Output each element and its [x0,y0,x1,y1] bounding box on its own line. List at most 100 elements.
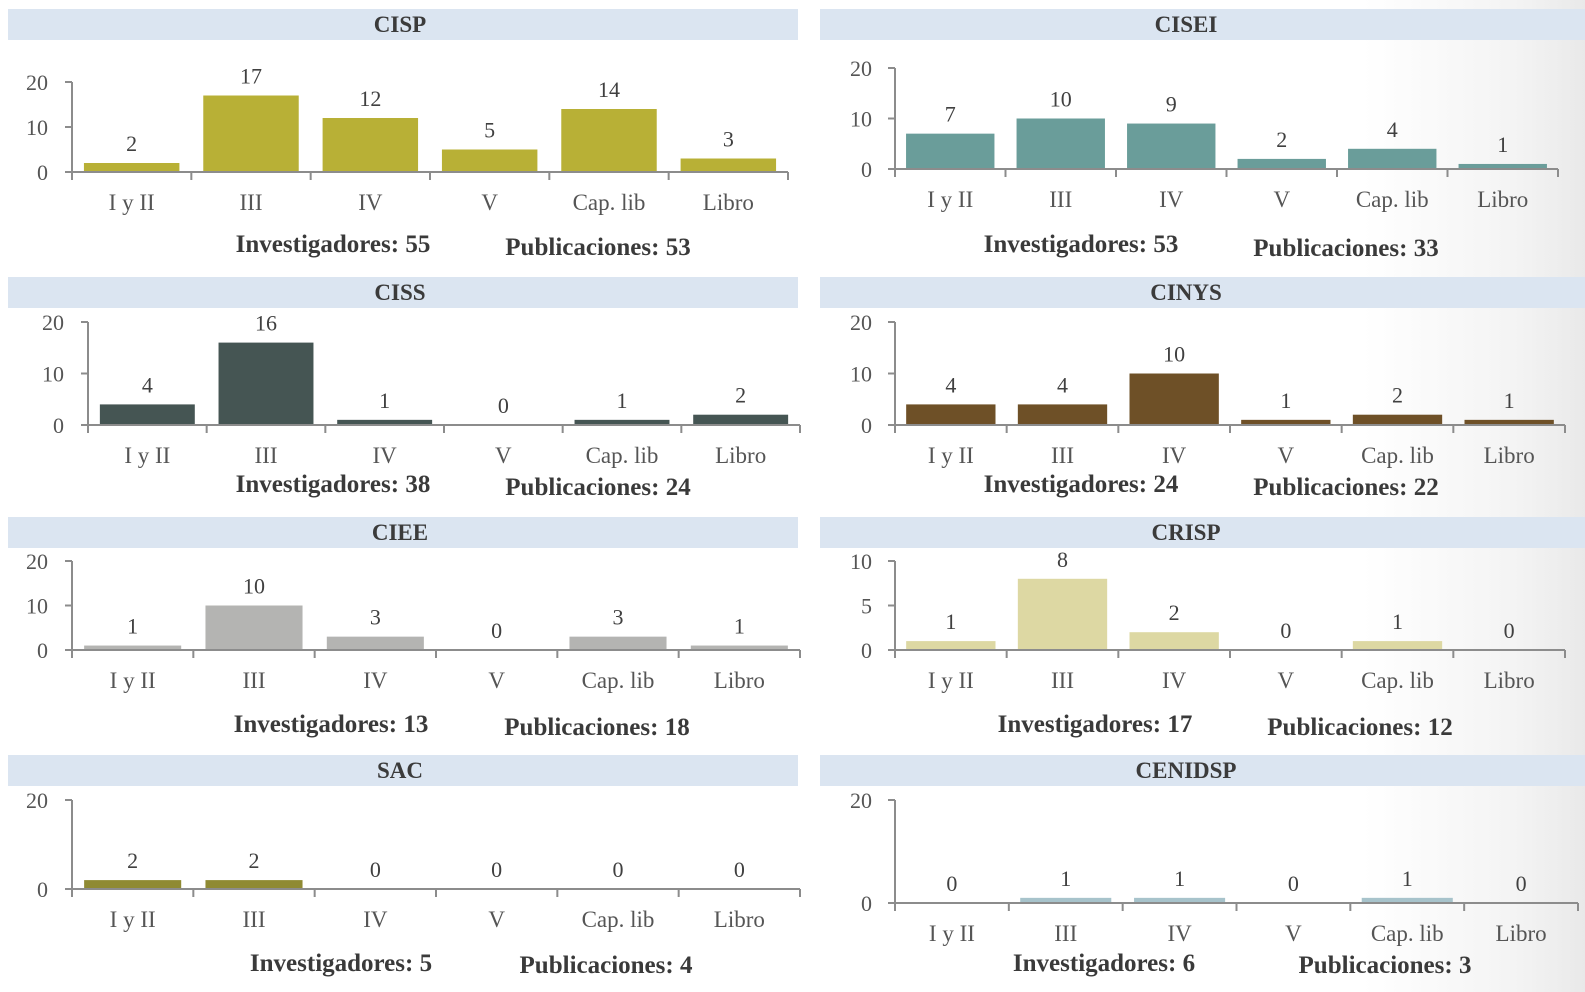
stats-publicaciones: Publicaciones: 4 [519,952,693,979]
x-tick-label: III [1054,921,1077,946]
data-label: 2 [1169,600,1180,625]
data-label: 0 [370,857,381,882]
x-tick-label: IV [1162,668,1187,693]
data-label: 4 [1057,372,1068,397]
x-tick-label: Libro [1484,443,1535,468]
bar [574,419,670,425]
data-label: 0 [1516,871,1527,896]
x-tick-label: I y II [929,921,975,946]
bar [906,641,996,650]
bar [1361,897,1453,903]
bar [1352,641,1443,650]
bar [1017,404,1108,425]
stats-publicaciones: Publicaciones: 33 [1253,235,1439,262]
chart-title-band: CISS [8,277,798,308]
y-tick-label: 0 [37,877,48,902]
bar [1134,897,1226,903]
stats-publicaciones: Publicaciones: 22 [1253,474,1439,501]
bar [205,880,303,889]
data-label: 0 [1280,618,1291,643]
data-label: 0 [613,857,624,882]
bar [1352,414,1443,425]
x-tick-label: V [1278,668,1295,693]
y-tick-label: 0 [861,891,872,916]
x-tick-label: Libro [715,443,766,468]
data-label: 16 [255,311,277,336]
x-tick-label: Cap. lib [1371,921,1444,946]
data-label: 0 [734,857,745,882]
bar [441,149,538,172]
x-tick-label: V [488,907,505,932]
chart-title-band: CINYS [820,277,1585,308]
bar [1464,419,1554,425]
data-label: 1 [945,609,956,634]
bar [1458,163,1547,169]
x-tick-label: Libro [714,907,765,932]
data-label: 1 [1497,132,1508,157]
stats-publicaciones: Publicaciones: 53 [505,234,691,261]
y-tick-label: 20 [850,310,872,335]
x-tick-label: III [243,907,266,932]
data-label: 10 [1050,87,1072,112]
y-tick-label: 20 [26,788,48,813]
data-label: 17 [240,64,262,89]
data-label: 0 [491,857,502,882]
x-tick-label: IV [363,668,388,693]
chart-title: CISS [374,280,426,305]
data-label: 7 [945,102,956,127]
bar [1129,373,1219,425]
chart-cisp: 0 10 20 2 17 12 5 14 3 I y II III IV V Cap. lib Libro [26,64,789,215]
data-label: 10 [1163,342,1185,367]
x-tick-label: I y II [110,907,156,932]
data-label: 4 [1387,117,1398,142]
bar [322,118,419,172]
data-label: 3 [370,605,381,630]
stats-investigadores: Investigadores: 38 [235,471,431,498]
data-label: 12 [359,86,381,111]
bar [690,645,788,650]
stats-publicaciones: Publicaciones: 18 [504,714,690,741]
x-tick-label: IV [373,443,398,468]
x-tick-label: III [240,190,263,215]
data-label: 1 [1402,866,1413,891]
y-tick-label: 0 [861,638,872,663]
x-tick-label: III [1049,187,1072,212]
y-tick-label: 10 [42,362,64,387]
x-tick-label: IV [1159,187,1184,212]
bar [680,158,777,172]
y-tick-label: 20 [850,788,872,813]
stats-publicaciones: Publicaciones: 24 [505,474,691,501]
bar [1016,118,1105,169]
y-tick-label: 10 [850,549,872,574]
bar [84,645,182,650]
y-tick-label: 10 [26,594,48,619]
data-label: 5 [484,118,495,143]
x-tick-label: V [481,190,498,215]
chart-title: CIEE [371,520,429,545]
bar [1241,419,1331,425]
data-label: 1 [1504,388,1515,413]
y-tick-label: 0 [861,413,872,438]
y-tick-label: 10 [850,362,872,387]
bar [205,605,303,650]
chart-title-band: CIEE [8,517,798,548]
bar [906,133,995,169]
x-tick-label: Cap. lib [1361,668,1434,693]
chart-title: CENIDSP [1135,758,1237,783]
x-tick-label: I y II [927,187,973,212]
x-tick-label: Cap. lib [1361,443,1434,468]
data-label: 4 [142,372,153,397]
x-tick-label: IV [1167,921,1192,946]
x-tick-label: V [488,668,505,693]
data-label: 1 [1060,866,1071,891]
x-tick-label: Libro [1496,921,1547,946]
x-tick-label: IV [363,907,388,932]
stats-investigadores: Investigadores: 24 [983,471,1179,498]
x-tick-label: Libro [1477,187,1528,212]
x-tick-label: Libro [703,190,754,215]
y-tick-label: 20 [26,549,48,574]
y-tick-label: 20 [26,70,48,95]
data-label: 2 [1392,383,1403,408]
data-label: 10 [243,574,265,599]
